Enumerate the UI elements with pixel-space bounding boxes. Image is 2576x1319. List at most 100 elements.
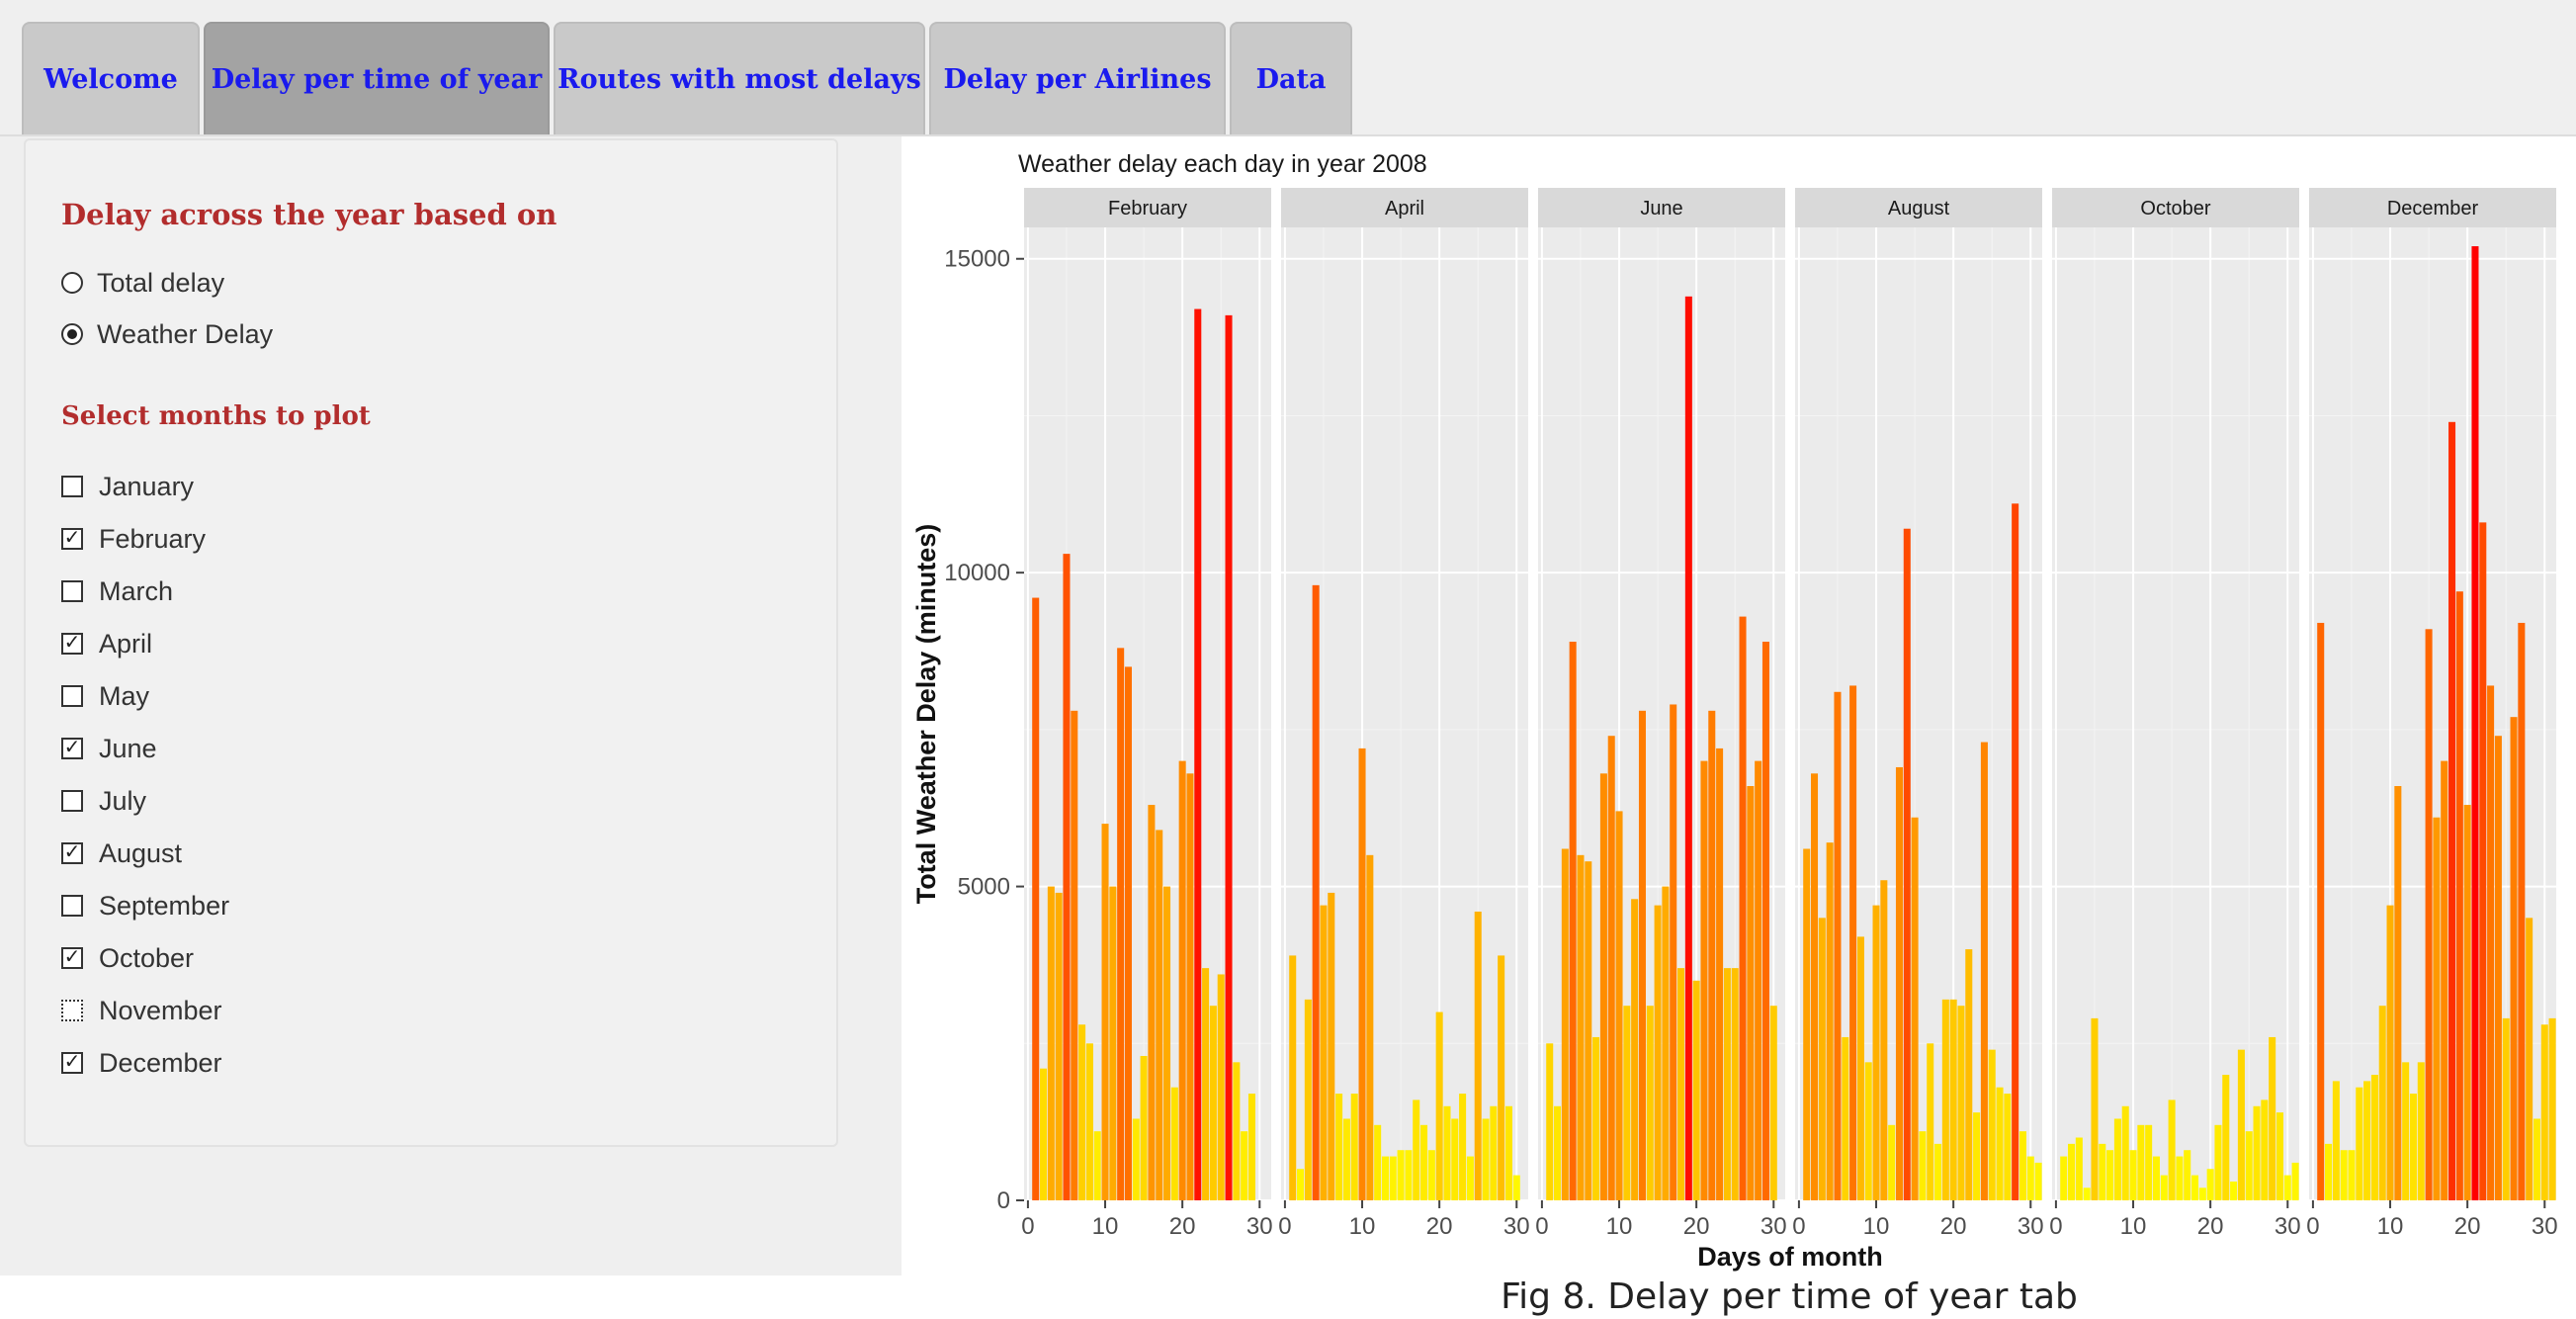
bar bbox=[1413, 1099, 1420, 1200]
bar bbox=[1996, 1087, 2004, 1200]
bar bbox=[2448, 421, 2456, 1200]
bar bbox=[2417, 1062, 2425, 1200]
checkbox[interactable] bbox=[61, 476, 83, 497]
month-checkbox-july[interactable]: July bbox=[61, 781, 146, 821]
bar bbox=[1677, 968, 1685, 1200]
bar bbox=[1289, 955, 1297, 1200]
checkbox-label: September bbox=[99, 890, 230, 921]
month-checkbox-october[interactable]: ✓ October bbox=[61, 938, 194, 978]
bar bbox=[2168, 1099, 2176, 1200]
bar bbox=[1482, 1118, 1490, 1200]
bar bbox=[1381, 1156, 1389, 1200]
bar bbox=[1708, 710, 1716, 1200]
bar bbox=[1585, 861, 1592, 1200]
bar bbox=[2356, 1087, 2363, 1200]
month-checkbox-april[interactable]: ✓ April bbox=[61, 624, 152, 663]
bar bbox=[1427, 1150, 1435, 1200]
month-checkbox-february[interactable]: ✓ February bbox=[61, 519, 206, 559]
y-axis-label: Total Weather Delay (minutes) bbox=[911, 524, 941, 905]
month-checkbox-september[interactable]: September bbox=[61, 886, 229, 925]
bar bbox=[2237, 1049, 2245, 1200]
bar bbox=[2283, 1175, 2291, 1200]
bar bbox=[1217, 974, 1225, 1200]
bar bbox=[2184, 1150, 2191, 1200]
month-checkbox-august[interactable]: ✓ August bbox=[61, 834, 182, 873]
x-tick-label: 10 bbox=[2377, 1213, 2404, 1240]
bar bbox=[1459, 1094, 1467, 1200]
bar bbox=[2494, 736, 2502, 1200]
bar bbox=[1692, 980, 1700, 1200]
checkbox[interactable]: ✓ bbox=[61, 633, 83, 655]
x-tick-label: 20 bbox=[1940, 1213, 1967, 1240]
checkbox[interactable] bbox=[61, 1000, 83, 1021]
bar bbox=[2348, 1150, 2356, 1200]
sidebar-panel: Delay across the year based on Total del… bbox=[24, 138, 838, 1147]
checkbox[interactable]: ✓ bbox=[61, 738, 83, 759]
radio-weather-delay[interactable]: Weather Delay bbox=[61, 314, 273, 354]
facet-strip-label: August bbox=[1888, 198, 1950, 220]
bar bbox=[1834, 691, 1842, 1200]
x-tick-label: 0 bbox=[2049, 1213, 2062, 1240]
bar bbox=[2471, 246, 2479, 1200]
month-checkbox-november[interactable]: November bbox=[61, 991, 222, 1030]
radio-total-delay[interactable]: Total delay bbox=[61, 263, 224, 303]
bar bbox=[2083, 1187, 2091, 1200]
bar bbox=[1577, 854, 1585, 1200]
bar bbox=[2145, 1124, 2153, 1200]
bar bbox=[1747, 786, 1755, 1200]
checkbox[interactable] bbox=[61, 580, 83, 602]
checkbox-label: December bbox=[99, 1047, 222, 1078]
bar bbox=[2253, 1105, 2261, 1200]
month-checkbox-june[interactable]: ✓ June bbox=[61, 729, 157, 768]
checkbox[interactable]: ✓ bbox=[61, 947, 83, 969]
bar bbox=[1101, 824, 1109, 1200]
checkbox[interactable]: ✓ bbox=[61, 528, 83, 550]
bar bbox=[2222, 1075, 2230, 1200]
bar bbox=[1186, 773, 1194, 1200]
tab-welcome[interactable]: Welcome bbox=[22, 22, 200, 134]
bar bbox=[1973, 1112, 1981, 1200]
checkbox[interactable] bbox=[61, 790, 83, 812]
bar bbox=[1420, 1124, 1428, 1200]
tab-delay-per-time-of-year[interactable]: Delay per time of year bbox=[204, 22, 550, 134]
checkbox[interactable] bbox=[61, 685, 83, 707]
checkbox-label: June bbox=[99, 733, 157, 763]
checkbox[interactable] bbox=[61, 895, 83, 917]
month-checkbox-march[interactable]: March bbox=[61, 572, 173, 611]
tab-bar: Welcome Delay per time of year Routes wi… bbox=[0, 0, 2576, 136]
bar bbox=[2291, 1162, 2299, 1200]
x-tick-label: 20 bbox=[1683, 1213, 1710, 1240]
bar bbox=[2479, 522, 2487, 1200]
facet-strip bbox=[1281, 188, 1528, 227]
bar bbox=[1474, 911, 1482, 1200]
tab-data[interactable]: Data bbox=[1230, 22, 1352, 134]
bar bbox=[1849, 685, 1857, 1200]
checkbox[interactable]: ✓ bbox=[61, 842, 83, 864]
bar bbox=[2518, 622, 2526, 1200]
bar bbox=[1561, 848, 1569, 1200]
bar bbox=[1607, 736, 1615, 1200]
radio-label: Weather Delay bbox=[97, 318, 274, 349]
bar bbox=[1919, 1131, 1927, 1200]
bar bbox=[1684, 296, 1692, 1200]
tab-routes-with-most-delays[interactable]: Routes with most delays bbox=[554, 22, 925, 134]
month-checkbox-may[interactable]: May bbox=[61, 676, 149, 716]
month-checkbox-december[interactable]: ✓ December bbox=[61, 1043, 222, 1083]
radio-button[interactable] bbox=[61, 272, 83, 294]
facet-strip-label: October bbox=[2140, 198, 2210, 220]
x-tick-label: 0 bbox=[1535, 1213, 1548, 1240]
figure-caption: Fig 8. Delay per time of year tab bbox=[1501, 1276, 2078, 1317]
bar bbox=[2363, 1081, 2371, 1200]
bar bbox=[1599, 773, 1607, 1200]
checkbox-label: May bbox=[99, 680, 150, 711]
bar bbox=[1769, 1006, 1777, 1200]
bar bbox=[2121, 1105, 2129, 1200]
tab-delay-per-airlines[interactable]: Delay per Airlines bbox=[929, 22, 1226, 134]
checkbox[interactable]: ✓ bbox=[61, 1052, 83, 1074]
bar bbox=[1358, 747, 1366, 1200]
bar bbox=[1233, 1062, 1241, 1200]
radio-button[interactable] bbox=[61, 323, 83, 345]
bar bbox=[2409, 1094, 2417, 1200]
checkbox-label: November bbox=[99, 995, 222, 1025]
month-checkbox-january[interactable]: January bbox=[61, 467, 194, 506]
